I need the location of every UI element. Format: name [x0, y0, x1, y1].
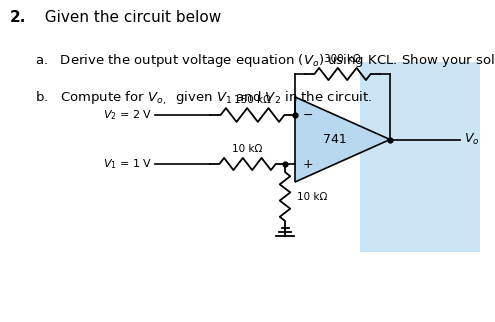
Polygon shape: [295, 97, 390, 182]
Text: +: +: [303, 157, 314, 171]
Text: 300 kΩ: 300 kΩ: [324, 54, 361, 64]
Text: $V_1$ = 1 V: $V_1$ = 1 V: [102, 157, 152, 171]
Text: a.   Derive the output voltage equation ($V_o$) using KCL. Show your solution.: a. Derive the output voltage equation ($…: [35, 52, 495, 69]
Text: b.   Compute for $V_{o,}$  given $V_1$ and $V_2$ in the circuit.: b. Compute for $V_{o,}$ given $V_1$ and …: [35, 90, 372, 107]
Text: Given the circuit below: Given the circuit below: [35, 10, 221, 25]
Text: −: −: [303, 109, 313, 121]
Text: 2.: 2.: [10, 10, 26, 25]
Text: 150 kΩ: 150 kΩ: [234, 95, 271, 105]
Text: $V_o$: $V_o$: [464, 132, 480, 147]
Text: $V_2$ = 2 V: $V_2$ = 2 V: [102, 108, 152, 122]
Text: 741: 741: [323, 133, 347, 146]
Text: 10 kΩ: 10 kΩ: [297, 192, 327, 202]
Text: 10 kΩ: 10 kΩ: [232, 144, 263, 154]
Bar: [360, 62, 480, 252]
